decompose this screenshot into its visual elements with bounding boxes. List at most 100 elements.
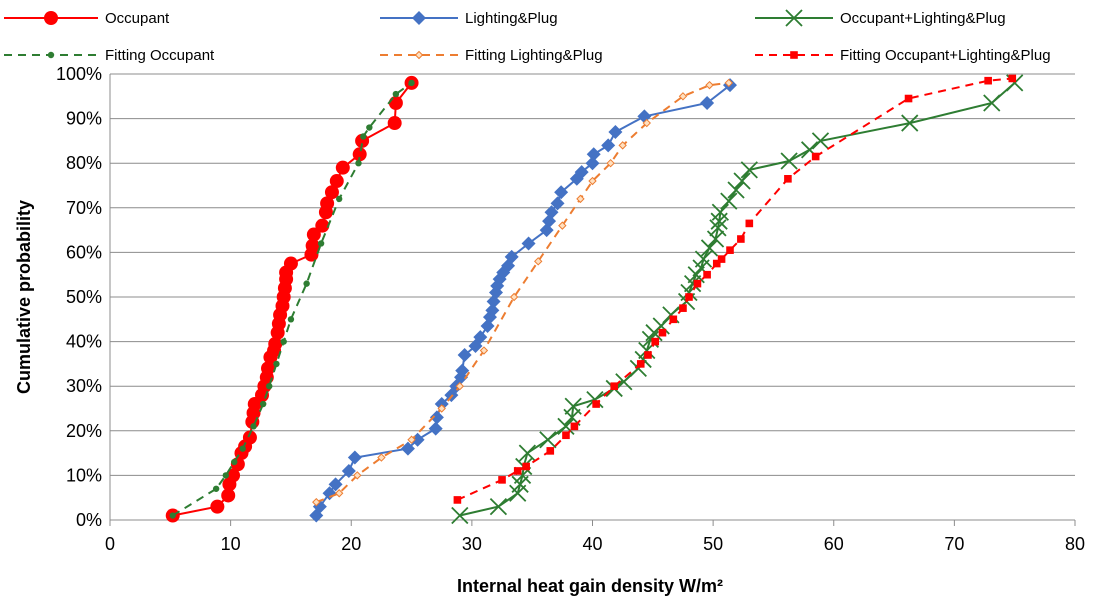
marker-circle (242, 430, 257, 445)
marker-circle (329, 174, 344, 189)
series-1 (309, 78, 738, 523)
marker-circle (261, 361, 276, 376)
marker-open-diamond (437, 404, 446, 413)
marker-open-diamond (534, 257, 543, 266)
marker-x (727, 181, 745, 199)
marker-dot (280, 338, 287, 345)
marker-open-diamond (407, 435, 416, 444)
legend-label: Lighting&Plug (465, 10, 558, 27)
marker-square (904, 94, 913, 103)
x-tick-label: 20 (341, 534, 361, 554)
marker-dot (212, 485, 220, 492)
y-tick-label: 20% (66, 421, 102, 441)
marker-diamond (309, 508, 324, 523)
marker-x (539, 431, 557, 449)
legend-label: Occupant+Lighting&Plug (840, 10, 1006, 27)
marker-x (811, 132, 830, 150)
marker-square (811, 152, 820, 161)
marker-diamond (586, 147, 601, 162)
marker-open-diamond (509, 292, 519, 302)
marker-dot (355, 160, 362, 167)
marker-square (513, 467, 522, 475)
y-axis-title: Cumulative probability (14, 200, 34, 394)
marker-circle (268, 336, 283, 351)
marker-square (784, 175, 792, 183)
marker-x (983, 94, 1001, 112)
marker-dot (392, 90, 400, 98)
marker-square (712, 259, 721, 268)
marker-square (522, 462, 530, 471)
series-2 (451, 74, 1024, 525)
legend-label: Occupant (105, 10, 170, 27)
marker-diamond (550, 196, 565, 211)
marker-x (586, 390, 604, 409)
series-line (172, 82, 413, 517)
marker-dot (273, 360, 280, 368)
marker-square (790, 51, 798, 59)
marker-circle (226, 468, 241, 483)
marker-open-diamond (414, 50, 424, 60)
marker-dot (287, 316, 295, 323)
marker-square (717, 255, 726, 263)
marker-open-diamond (334, 489, 344, 498)
marker-x (615, 373, 633, 391)
x-axis-title: Internal heat gain density W/m² (457, 576, 723, 596)
marker-x (733, 172, 751, 190)
marker-x (785, 9, 803, 27)
y-tick-label: 10% (66, 465, 102, 485)
marker-square (669, 315, 678, 324)
series-3 (169, 79, 415, 519)
marker-square (658, 328, 667, 337)
marker-open-diamond (312, 497, 321, 507)
marker-x (694, 250, 713, 268)
marker-circle (221, 488, 236, 503)
marker-diamond (544, 205, 559, 220)
marker-diamond (554, 185, 569, 200)
marker-square (651, 337, 660, 346)
marker-x (709, 219, 727, 237)
legend-item: Lighting&Plug (380, 10, 558, 27)
marker-x (451, 506, 469, 525)
marker-diamond (347, 450, 362, 465)
marker-x (518, 444, 536, 462)
marker-x (489, 497, 508, 516)
marker-circle (44, 11, 58, 25)
marker-dot (335, 195, 343, 203)
marker-circle (305, 238, 320, 253)
legend-item: Fitting Occupant (4, 47, 215, 64)
marker-open-diamond (558, 221, 567, 230)
marker-x (683, 274, 702, 293)
marker-open-diamond (705, 80, 714, 90)
marker-square (703, 270, 711, 279)
x-tick-label: 70 (944, 534, 964, 554)
series-5 (453, 74, 1017, 504)
marker-dot (231, 458, 238, 466)
marker-dot (360, 133, 367, 140)
marker-x (706, 230, 725, 248)
marker-dot (366, 124, 373, 131)
marker-diamond (434, 397, 449, 412)
marker-open-diamond (479, 346, 489, 355)
marker-open-diamond (455, 381, 465, 391)
marker-circle (324, 185, 339, 200)
series-line (315, 84, 731, 516)
marker-circle (320, 196, 335, 211)
marker-circle (387, 116, 402, 131)
marker-diamond (328, 477, 343, 492)
marker-circle (335, 160, 350, 175)
x-tick-label: 60 (824, 534, 844, 554)
marker-dot (303, 280, 310, 287)
marker-square (737, 235, 745, 243)
y-tick-label: 30% (66, 376, 102, 396)
y-tick-label: 60% (66, 242, 102, 262)
marker-open-diamond (588, 176, 597, 186)
marker-circle (210, 499, 225, 514)
marker-circle (315, 218, 330, 233)
series-4 (312, 78, 734, 507)
marker-diamond (700, 95, 715, 110)
marker-square (679, 304, 687, 312)
legend: Occupant Lighting&Plug Occupant+Lighting&P… (4, 9, 1051, 64)
marker-diamond (485, 303, 500, 318)
y-tick-label: 80% (66, 153, 102, 173)
